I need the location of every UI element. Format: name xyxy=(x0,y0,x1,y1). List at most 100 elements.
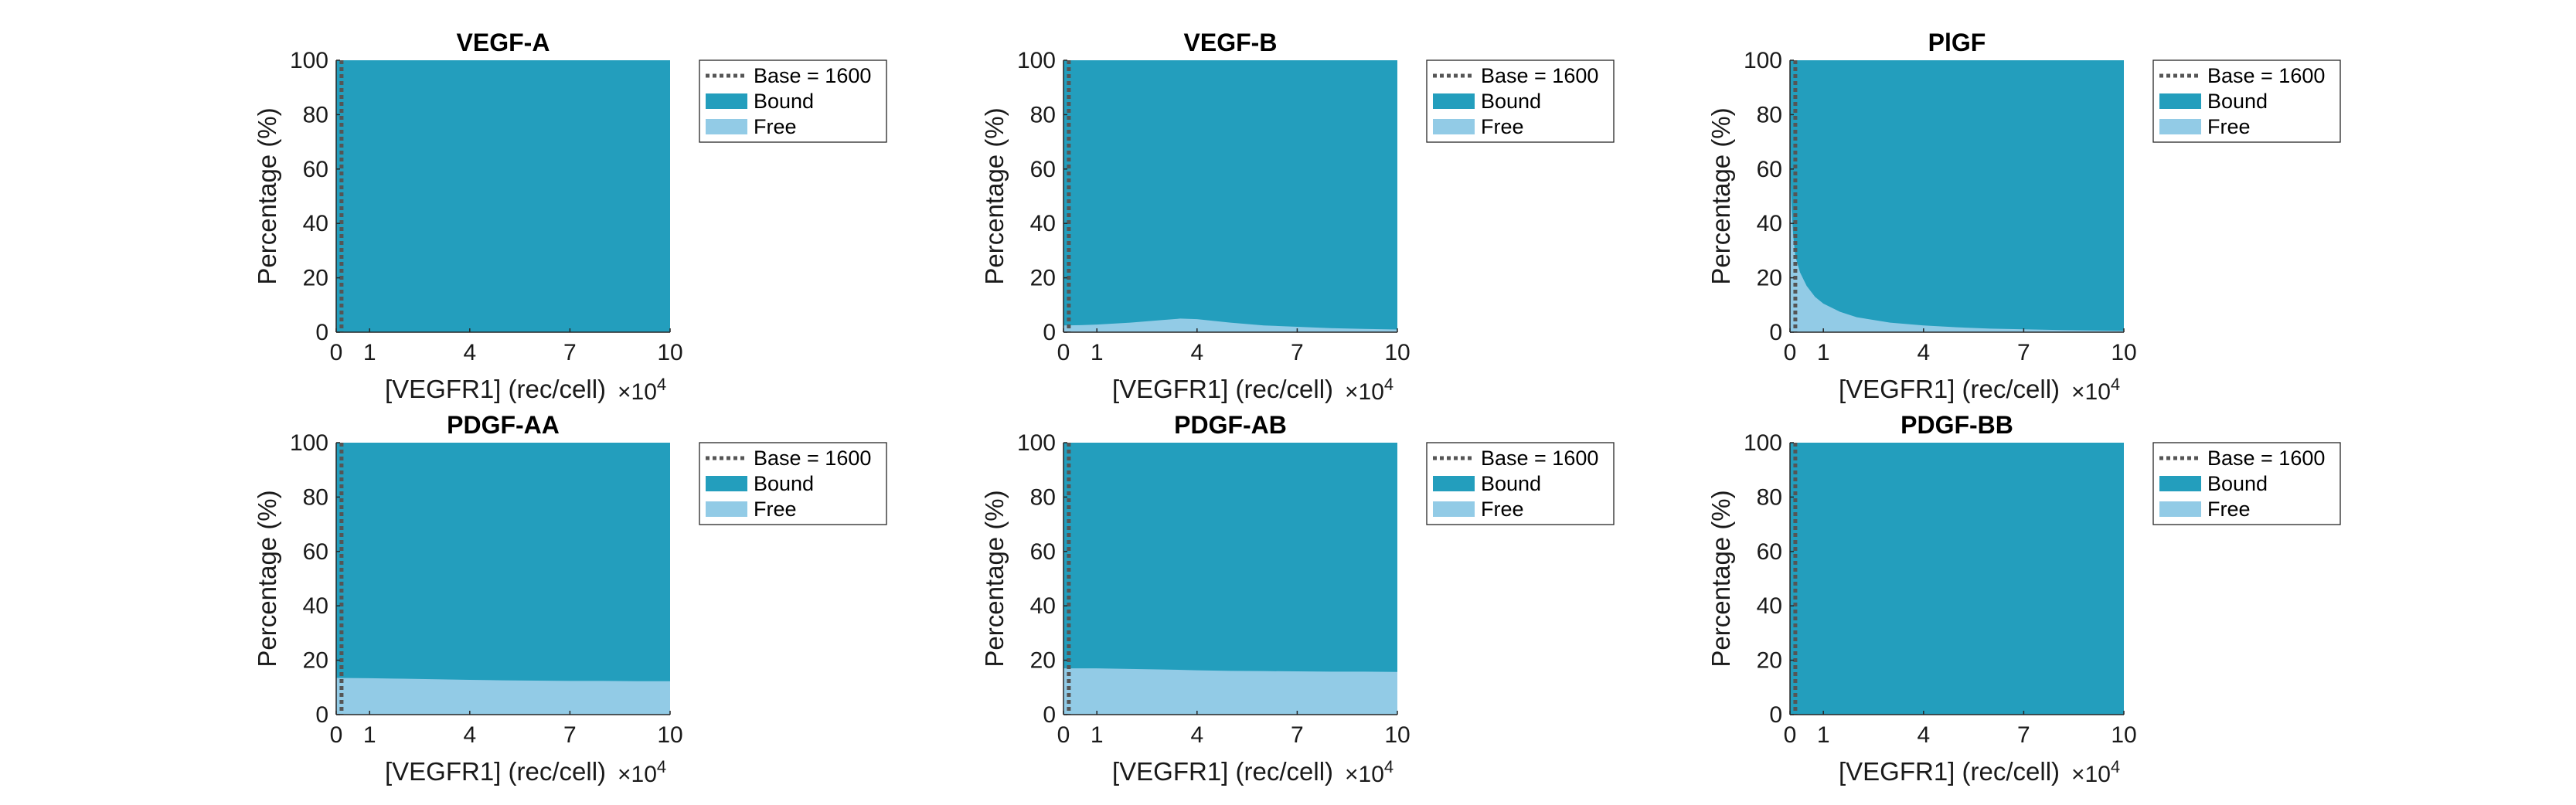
x-tick-label: 1 xyxy=(363,340,376,365)
legend-free-swatch xyxy=(2159,119,2201,134)
legend-base-label: Base = 1600 xyxy=(2207,64,2325,87)
y-tick-label: 0 xyxy=(1043,320,1056,345)
y-tick-label: 60 xyxy=(1030,539,1056,565)
x-tick-label: 1 xyxy=(1817,722,1830,748)
x-tick-label: 7 xyxy=(1291,722,1304,748)
x-tick-label: 0 xyxy=(330,340,343,365)
x-tick-label: 4 xyxy=(1190,340,1203,365)
legend-base-label: Base = 1600 xyxy=(1481,447,1598,470)
legend-base-label: Base = 1600 xyxy=(2207,447,2325,470)
y-tick-label: 60 xyxy=(303,157,328,182)
x-tick-label: 1 xyxy=(1091,722,1104,748)
legend-free-swatch xyxy=(1433,501,1475,517)
y-tick-label: 60 xyxy=(1757,539,1782,565)
legend-bound-label: Bound xyxy=(754,90,814,113)
y-tick-label: 0 xyxy=(1043,702,1056,728)
y-axis-label: Percentage (%) xyxy=(253,107,281,284)
y-tick-label: 100 xyxy=(1744,48,1782,73)
y-axis-label: Percentage (%) xyxy=(1707,107,1735,284)
legend-free-label: Free xyxy=(2207,115,2251,138)
x-tick-label: 4 xyxy=(1917,340,1930,365)
legend-bound-swatch xyxy=(1433,476,1475,491)
y-axis-label: Percentage (%) xyxy=(980,107,1009,284)
x-tick-label: 7 xyxy=(2017,340,2030,365)
bound-area xyxy=(336,60,670,332)
y-tick-label: 60 xyxy=(303,539,328,565)
y-tick-label: 80 xyxy=(1030,484,1056,510)
y-tick-label: 80 xyxy=(303,484,328,510)
x-tick-label: 1 xyxy=(363,722,376,748)
x-tick-label: 7 xyxy=(2017,722,2030,748)
y-tick-label: 100 xyxy=(1017,430,1056,456)
legend-bound-swatch xyxy=(706,93,747,109)
y-tick-label: 60 xyxy=(1030,157,1056,182)
y-tick-label: 40 xyxy=(303,593,328,619)
legend-free-label: Free xyxy=(1481,498,1524,521)
legend-bound-swatch xyxy=(706,476,747,491)
x-tick-label: 4 xyxy=(463,722,476,748)
legend-bound-label: Bound xyxy=(2207,472,2268,495)
x-axis-label: [VEGFR1] (rec/cell) xyxy=(385,375,606,403)
chart-title: PlGF xyxy=(1928,29,1986,56)
bound-area xyxy=(1790,443,2124,715)
x-tick-label: 10 xyxy=(657,722,682,748)
x-tick-label: 10 xyxy=(657,340,682,365)
x-tick-label: 7 xyxy=(563,722,577,748)
y-tick-label: 100 xyxy=(1017,48,1056,73)
y-tick-label: 0 xyxy=(315,320,328,345)
x-axis-label: [VEGFR1] (rec/cell) xyxy=(1839,375,2060,403)
free-area xyxy=(1063,668,1397,715)
y-tick-label: 0 xyxy=(1769,702,1782,728)
chart-title: PDGF-AB xyxy=(1174,411,1287,439)
x-tick-label: 10 xyxy=(1384,722,1410,748)
y-tick-label: 100 xyxy=(290,430,328,456)
y-tick-label: 100 xyxy=(1744,430,1782,456)
y-tick-label: 40 xyxy=(1030,211,1056,236)
y-tick-label: 60 xyxy=(1757,157,1782,182)
chart-title: VEGF-A xyxy=(457,29,550,56)
legend-free-swatch xyxy=(1433,119,1475,134)
y-tick-label: 0 xyxy=(315,702,328,728)
y-tick-label: 40 xyxy=(1030,593,1056,619)
legend-bound-label: Bound xyxy=(2207,90,2268,113)
y-tick-label: 100 xyxy=(290,48,328,73)
x-tick-label: 4 xyxy=(1190,722,1203,748)
free-area xyxy=(336,678,670,715)
x-tick-label: 0 xyxy=(1057,722,1070,748)
bound-area xyxy=(336,443,670,715)
bound-area xyxy=(1790,60,2124,332)
x-tick-label: 4 xyxy=(463,340,476,365)
legend-free-swatch xyxy=(2159,501,2201,517)
x-tick-label: 10 xyxy=(1384,340,1410,365)
x-tick-label: 10 xyxy=(2111,340,2136,365)
x-multiplier: ×104 xyxy=(2071,757,2120,787)
y-tick-label: 20 xyxy=(1757,648,1782,674)
y-tick-label: 40 xyxy=(303,211,328,236)
x-axis-label: [VEGFR1] (rec/cell) xyxy=(1112,757,1333,786)
y-tick-label: 80 xyxy=(1030,102,1056,127)
x-multiplier: ×104 xyxy=(618,757,666,787)
legend-free-label: Free xyxy=(754,115,797,138)
x-tick-label: 10 xyxy=(2111,722,2136,748)
x-tick-label: 1 xyxy=(1817,340,1830,365)
x-tick-label: 0 xyxy=(330,722,343,748)
legend-bound-label: Bound xyxy=(754,472,814,495)
x-axis-label: [VEGFR1] (rec/cell) xyxy=(1839,757,2060,786)
free-area xyxy=(1063,318,1397,332)
legend-bound-label: Bound xyxy=(1481,472,1541,495)
x-tick-label: 7 xyxy=(563,340,577,365)
legend-free-label: Free xyxy=(1481,115,1524,138)
legend-bound-label: Bound xyxy=(1481,90,1541,113)
x-multiplier: ×104 xyxy=(618,375,666,405)
x-tick-label: 4 xyxy=(1917,722,1930,748)
legend-base-label: Base = 1600 xyxy=(754,64,871,87)
y-axis-label: Percentage (%) xyxy=(980,490,1009,667)
